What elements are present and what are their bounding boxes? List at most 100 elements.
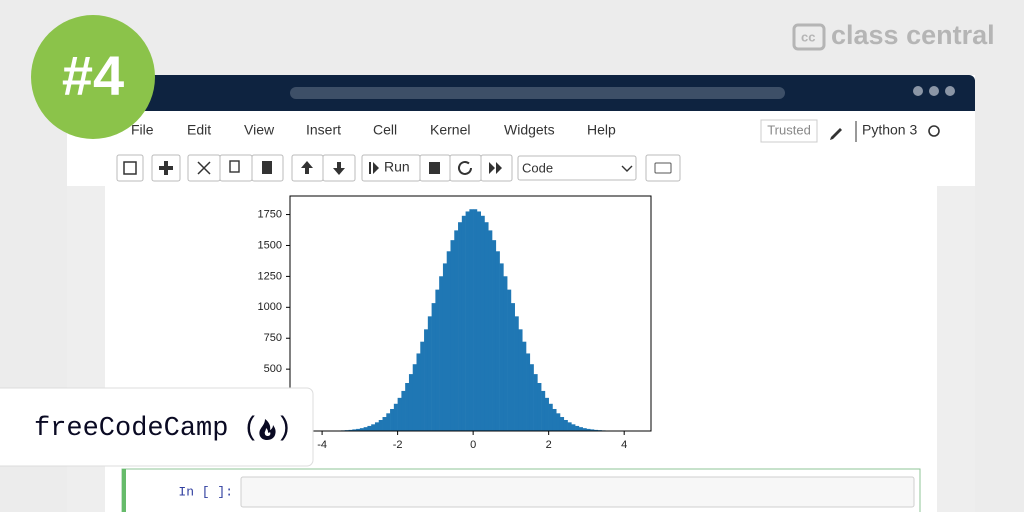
bar xyxy=(522,341,527,431)
bar xyxy=(393,403,398,431)
bar xyxy=(416,353,421,431)
menu-item[interactable]: Cell xyxy=(373,122,397,138)
bar xyxy=(397,397,402,431)
trusted-badge[interactable] xyxy=(760,119,818,143)
toolbar-icons xyxy=(123,160,672,175)
bar xyxy=(408,374,414,431)
cell-type-select[interactable] xyxy=(517,155,637,181)
icon xyxy=(458,160,472,175)
input-prompt: In [ ]: xyxy=(178,484,233,499)
rank-label: #4 xyxy=(62,44,124,107)
y-tick-label: 1000 xyxy=(258,301,282,313)
bar xyxy=(507,289,512,431)
bar xyxy=(465,211,470,431)
x-tick-label: 0 xyxy=(470,439,476,451)
bar xyxy=(454,230,459,431)
bar xyxy=(590,429,595,431)
bar xyxy=(480,215,485,431)
y-tick-label: 750 xyxy=(264,332,282,344)
bar xyxy=(412,364,417,431)
menu-item[interactable]: Widgets xyxy=(504,122,555,138)
bar xyxy=(510,303,515,431)
icon xyxy=(123,161,137,175)
brand-flame xyxy=(259,419,276,440)
menu-item[interactable]: Help xyxy=(587,122,616,138)
bar xyxy=(563,419,568,431)
bar xyxy=(575,425,580,431)
browser-bar xyxy=(67,100,975,111)
bar xyxy=(514,316,519,431)
icon xyxy=(159,161,173,175)
edit-icon[interactable] xyxy=(830,128,842,140)
y-tick-label: 1500 xyxy=(258,239,282,251)
bar xyxy=(567,422,572,431)
bar xyxy=(484,222,489,431)
bar xyxy=(378,419,383,431)
bar xyxy=(442,263,448,431)
icon xyxy=(489,162,502,174)
bar xyxy=(518,329,523,431)
bar xyxy=(582,428,587,431)
bar xyxy=(367,425,372,431)
menu-item[interactable]: View xyxy=(244,122,275,138)
brand-paren: ( xyxy=(243,414,259,444)
save-button[interactable] xyxy=(116,154,144,182)
bar xyxy=(439,276,444,431)
icon xyxy=(229,160,240,173)
bar xyxy=(571,424,576,431)
bar xyxy=(405,383,410,431)
bar xyxy=(458,222,463,431)
x-tick-label: -2 xyxy=(393,439,403,451)
cell-type-value: Code xyxy=(522,160,553,175)
bar xyxy=(503,276,508,431)
menu-item[interactable]: Edit xyxy=(187,122,211,138)
bar xyxy=(533,374,538,431)
window-dot xyxy=(913,86,923,96)
url-bar[interactable] xyxy=(290,87,785,99)
y-tick-label: 500 xyxy=(264,363,282,375)
bar xyxy=(352,429,357,431)
bar xyxy=(382,417,387,431)
bar xyxy=(450,240,455,431)
bar xyxy=(424,329,429,431)
restart-button[interactable] xyxy=(449,154,482,182)
bar xyxy=(548,403,553,431)
keyboard-button[interactable] xyxy=(645,154,681,182)
bar xyxy=(578,427,583,431)
logo-text: class central xyxy=(831,20,995,50)
x-tick-label: -4 xyxy=(317,439,327,451)
code-input[interactable] xyxy=(240,476,915,508)
rank-badge xyxy=(31,15,155,139)
icon xyxy=(429,162,440,174)
menu-item[interactable]: Insert xyxy=(306,122,341,138)
bar xyxy=(559,417,565,431)
menu-item[interactable]: Kernel xyxy=(430,122,470,138)
bar xyxy=(371,424,376,431)
bar xyxy=(461,215,466,431)
bar xyxy=(552,408,557,431)
bar xyxy=(435,289,440,431)
icon xyxy=(301,161,313,174)
bar xyxy=(390,408,395,431)
icon xyxy=(621,165,633,172)
brand-box xyxy=(0,387,314,467)
bar xyxy=(386,413,391,431)
window-dot xyxy=(929,86,939,96)
bar xyxy=(544,397,549,431)
icon xyxy=(262,161,272,174)
bar xyxy=(374,422,380,431)
copy-button[interactable] xyxy=(219,154,253,182)
bar xyxy=(356,428,361,431)
bar xyxy=(541,390,546,431)
logo-icon xyxy=(792,23,826,51)
kernel-name: Python 3 xyxy=(862,122,917,138)
trusted-label: Trusted xyxy=(767,122,811,137)
kernel-status xyxy=(928,125,940,137)
bar xyxy=(431,303,436,431)
bar xyxy=(359,428,364,431)
y-tick-label: 1250 xyxy=(258,270,282,282)
menu-item[interactable]: File xyxy=(131,122,154,138)
